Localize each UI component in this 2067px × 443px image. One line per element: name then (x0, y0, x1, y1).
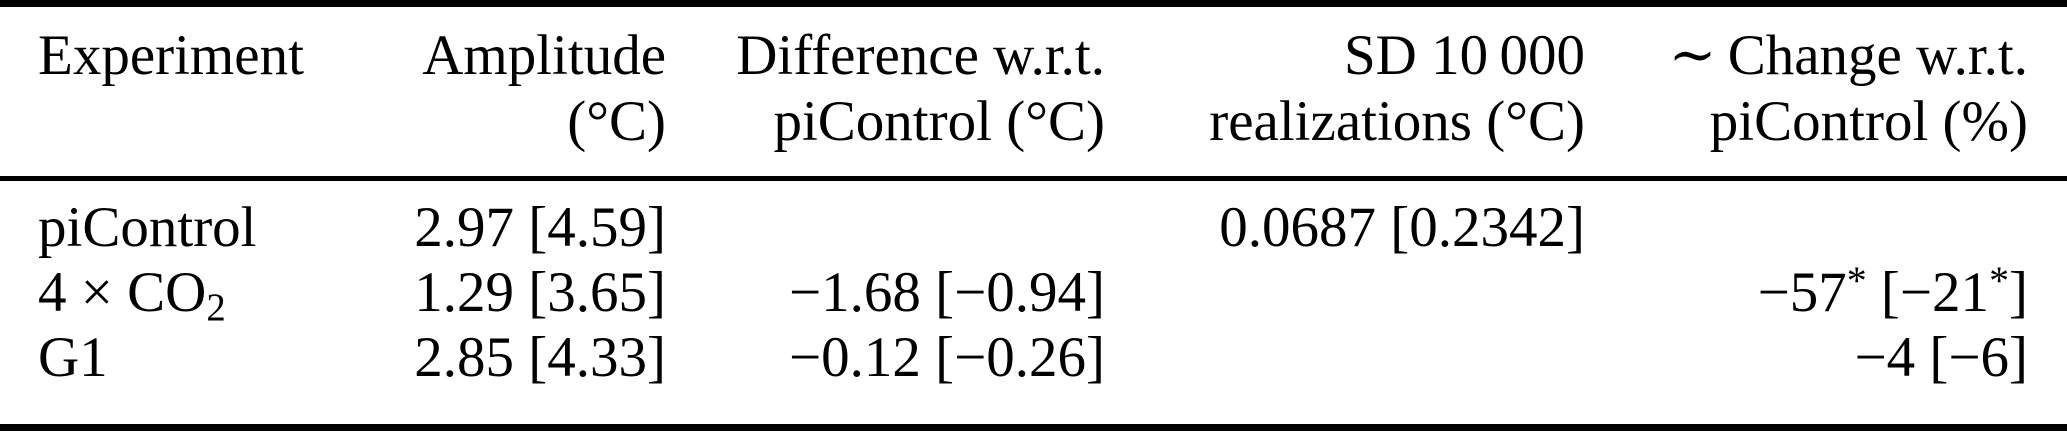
cell-experiment: piControl (38, 196, 257, 259)
header-amplitude: Amplitude (°C) (350, 3, 666, 181)
cell-amplitude: 2.97 [4.59] (414, 196, 666, 259)
header-difference: Difference w.r.t. piControl (°C) (666, 3, 1105, 181)
change-value: −57 (1757, 261, 1847, 324)
experiment-label: 4 × CO (38, 261, 207, 324)
header-change-line1: ∼ Change w.r.t. (1668, 24, 2028, 87)
header-change-line2: piControl (%) (1709, 90, 2028, 153)
table-row-picontrol: piControl 2.97 [4.59] 0.0687 [0.2342] (0, 179, 2067, 261)
cell-sd (1105, 260, 1585, 325)
cell-difference: −0.12 [−0.26] (788, 326, 1105, 389)
cell-amplitude: 2.85 [4.33] (414, 326, 666, 389)
header-sd-line2: realizations (°C) (1209, 90, 1585, 153)
cell-experiment: G1 (38, 326, 108, 389)
header-difference-line1: Difference w.r.t. (736, 24, 1105, 87)
table-row-g1: G1 2.85 [4.33] −0.12 [−0.26] −4 [−6] (0, 325, 2067, 428)
co2-subscript: 2 (206, 286, 226, 330)
header-sd-line1: SD 10 000 (1343, 24, 1585, 87)
header-row: Experiment Amplitude (°C) Difference w.r… (0, 3, 2067, 181)
results-table: Experiment Amplitude (°C) Difference w.r… (0, 0, 2067, 431)
header-amplitude-line1: Amplitude (422, 24, 666, 87)
significance-asterisk: * (1846, 258, 1867, 304)
header-experiment-line1: Experiment (38, 24, 304, 87)
header-difference-line2: piControl (°C) (773, 90, 1105, 153)
header-change: ∼ Change w.r.t. piControl (%) (1585, 3, 2067, 181)
header-sd: SD 10 000 realizations (°C) (1105, 3, 1585, 181)
cell-change: −57* [−21*] (1585, 260, 2067, 325)
significance-asterisk: * (1989, 258, 2010, 304)
header-amplitude-line2: (°C) (567, 90, 666, 153)
cell-amplitude: 1.29 [3.65] (414, 261, 666, 324)
change-bracket-value: [−21 (1866, 261, 1990, 324)
header-experiment: Experiment (0, 3, 350, 181)
cell-difference: −1.68 [−0.94] (788, 261, 1105, 324)
table-body: piControl 2.97 [4.59] 0.0687 [0.2342] 4 … (0, 179, 2067, 428)
cell-difference (666, 179, 1105, 261)
cell-sd: 0.0687 [0.2342] (1219, 196, 1585, 259)
header-experiment-line2 (38, 89, 350, 155)
table-header: Experiment Amplitude (°C) Difference w.r… (0, 3, 2067, 181)
table-row-4xco2: 4 × CO2 1.29 [3.65] −1.68 [−0.94] −57* [… (0, 260, 2067, 327)
cell-change (1585, 179, 2067, 261)
change-bracket-close: ] (2009, 261, 2028, 324)
cell-sd (1105, 325, 1585, 428)
cell-change: −4 [−6] (1854, 326, 2028, 389)
cell-experiment: 4 × CO2 (0, 260, 350, 327)
